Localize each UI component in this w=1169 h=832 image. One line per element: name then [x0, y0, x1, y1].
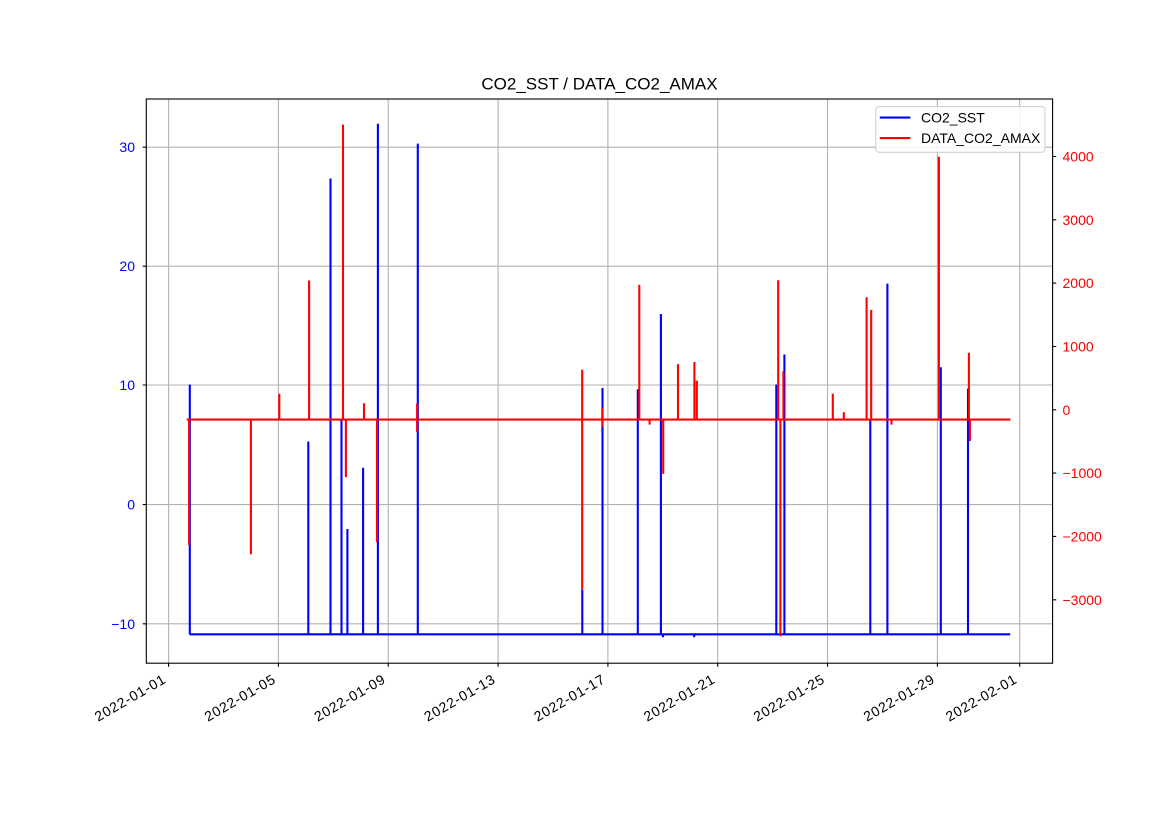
svg-text:3000: 3000: [1063, 212, 1094, 228]
svg-text:DATA_CO2_AMAX: DATA_CO2_AMAX: [921, 130, 1041, 146]
svg-text:−10: −10: [111, 616, 135, 632]
svg-text:4000: 4000: [1063, 149, 1094, 165]
svg-text:CO2_SST / DATA_CO2_AMAX: CO2_SST / DATA_CO2_AMAX: [481, 75, 717, 94]
svg-text:10: 10: [119, 377, 135, 393]
svg-text:−1000: −1000: [1063, 465, 1103, 481]
svg-text:0: 0: [127, 497, 135, 513]
svg-text:20: 20: [119, 258, 135, 274]
svg-text:1000: 1000: [1063, 339, 1094, 355]
svg-text:−2000: −2000: [1063, 528, 1103, 544]
svg-text:CO2_SST: CO2_SST: [921, 109, 985, 125]
svg-text:30: 30: [119, 139, 135, 155]
svg-text:2000: 2000: [1063, 275, 1094, 291]
svg-text:0: 0: [1063, 402, 1071, 418]
svg-text:−3000: −3000: [1063, 592, 1103, 608]
